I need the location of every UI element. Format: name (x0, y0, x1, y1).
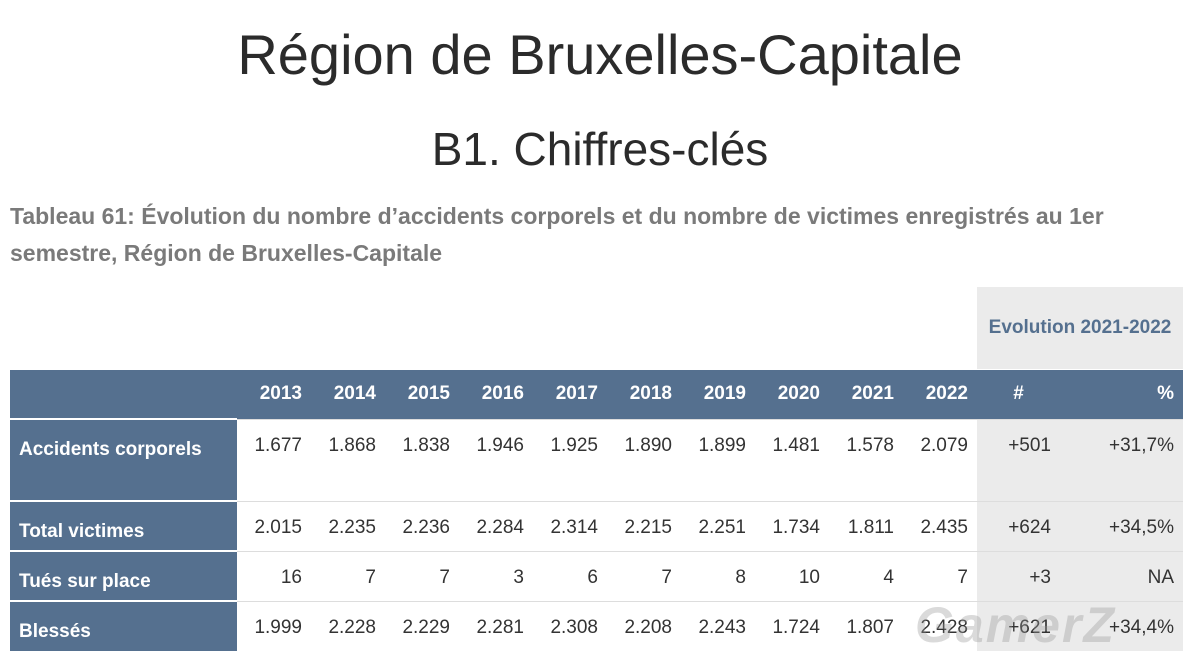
column-header: # (977, 370, 1060, 419)
column-header: 2016 (459, 370, 533, 419)
row-label: Accidents corporels (10, 418, 237, 501)
cell: 8 (681, 550, 755, 601)
column-header: 2017 (533, 370, 607, 419)
cell: 1.925 (533, 418, 607, 501)
column-header: 2022 (903, 370, 977, 419)
cell: 1.481 (755, 418, 829, 501)
title: Région de Bruxelles-Capitale (237, 23, 963, 86)
cell: 7 (385, 550, 459, 601)
cell: 1.838 (385, 418, 459, 501)
column-header: 2013 (237, 370, 311, 419)
cell: 2.284 (459, 500, 533, 551)
cell: +34,5% (1060, 500, 1183, 551)
cell: 1.677 (237, 418, 311, 501)
cell: 2.235 (311, 500, 385, 551)
cell: 3 (459, 550, 533, 601)
cell: +621 (977, 600, 1060, 651)
column-header: 2018 (607, 370, 681, 419)
cell: 2.281 (459, 600, 533, 651)
cell: 7 (903, 550, 977, 601)
cell: 1.807 (829, 600, 903, 651)
row: Accidents corporels 1.677 1.868 1.838 1.946 1… (10, 418, 1183, 501)
cell: +34,4% (1060, 600, 1183, 651)
cell: 10 (755, 550, 829, 601)
cell: 2.435 (903, 500, 977, 551)
cell: 2.243 (681, 600, 755, 651)
row: Tués sur place 16 7 7 3 6 7 8 10 4 7 +3 NA (10, 550, 1183, 601)
cell: 7 (311, 550, 385, 601)
cell: 4 (829, 550, 903, 601)
cell: 2.251 (681, 500, 755, 551)
cell: 2.228 (311, 600, 385, 651)
cell: 6 (533, 550, 607, 601)
row: Blessés 1.999 2.228 2.229 2.281 2.308 2.208 2.2… (10, 600, 1183, 651)
cell: 2.215 (607, 500, 681, 551)
cell: NA (1060, 550, 1183, 601)
row-label: Blessés (10, 600, 237, 651)
column-header: 2019 (681, 370, 755, 419)
cell: 1.999 (237, 600, 311, 651)
cell: +31,7% (1060, 418, 1183, 501)
column-header: 2015 (385, 370, 459, 419)
cell: 1.899 (681, 418, 755, 501)
column-header: 2020 (755, 370, 829, 419)
cell: 16 (237, 550, 311, 601)
column-header: % (1060, 370, 1183, 419)
row: Total victimes 2.015 2.235 2.236 2.284 2.314 2… (10, 500, 1183, 551)
group-header: Evolution 2021-2022 (977, 287, 1183, 369)
cell: 2.208 (607, 600, 681, 651)
cell: 2.428 (903, 600, 977, 651)
cell: +624 (977, 500, 1060, 551)
cell: 2.236 (385, 500, 459, 551)
cell: 1.946 (459, 418, 533, 501)
cell: 7 (607, 550, 681, 601)
table: 2013 2014 2015 2016 2017 2018 2019 2020 2021 2022… (10, 370, 1183, 651)
cell: 2.015 (237, 500, 311, 551)
cell: 1.868 (311, 418, 385, 501)
row-label: Total victimes (10, 500, 237, 551)
caption: Tableau 61: Évolution du nombre d’accide… (10, 203, 1104, 266)
cell: 1.734 (755, 500, 829, 551)
cell: 1.890 (607, 418, 681, 501)
cell: 2.079 (903, 418, 977, 501)
cell: 1.724 (755, 600, 829, 651)
cell: 2.308 (533, 600, 607, 651)
cell: +501 (977, 418, 1060, 501)
watermark: GamerZ (915, 597, 1116, 653)
cell: 2.314 (533, 500, 607, 551)
row-label: Tués sur place (10, 550, 237, 601)
column-header: 2014 (311, 370, 385, 419)
header-cell (10, 370, 237, 419)
column-header: 2021 (829, 370, 903, 419)
header-row: 2013 2014 2015 2016 2017 2018 2019 2020 2021 2022… (10, 370, 1183, 419)
cell: 1.811 (829, 500, 903, 551)
subtitle: B1. Chiffres-clés (431, 123, 769, 175)
cell: 1.578 (829, 418, 903, 501)
cell: 2.229 (385, 600, 459, 651)
cell: +3 (977, 550, 1060, 601)
